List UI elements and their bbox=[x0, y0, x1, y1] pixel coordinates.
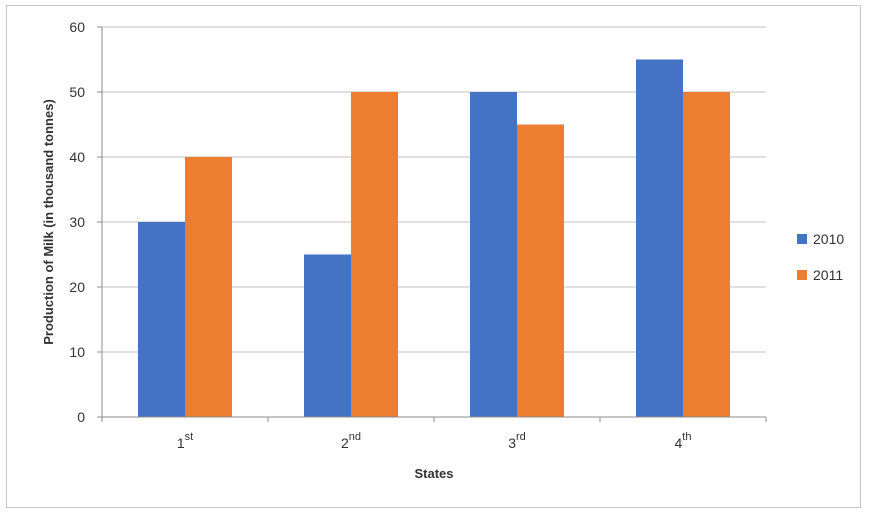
bar-2010-1st bbox=[138, 222, 185, 417]
y-tick-label: 10 bbox=[69, 344, 85, 360]
bar-2011-4th bbox=[683, 92, 730, 417]
x-tick-label: 4th bbox=[675, 431, 692, 451]
legend-swatch-2010 bbox=[797, 234, 807, 244]
bar-2010-4th bbox=[636, 59, 683, 417]
bar-2011-1st bbox=[185, 157, 232, 417]
x-tick-label: 2nd bbox=[341, 431, 361, 451]
axes bbox=[97, 26, 767, 422]
x-axis-title: States bbox=[414, 466, 453, 481]
y-tick-label: 30 bbox=[69, 214, 85, 230]
y-tick-label: 40 bbox=[69, 149, 85, 165]
bar-2010-3rd bbox=[470, 92, 517, 417]
legend-label-2010: 2010 bbox=[813, 231, 844, 247]
y-tick-label: 60 bbox=[69, 19, 85, 35]
tick-labels: 0 10 20 30 40 50 60 1st 2nd 3rd 4th bbox=[69, 19, 691, 451]
y-tick-label: 50 bbox=[69, 84, 85, 100]
legend: 2010 2011 bbox=[797, 231, 844, 283]
y-tick-label: 0 bbox=[77, 409, 85, 425]
legend-label-2011: 2011 bbox=[813, 267, 843, 283]
bar-2010-2nd bbox=[304, 254, 351, 417]
x-tick-label: 1st bbox=[177, 431, 193, 451]
bar-2011-2nd bbox=[351, 92, 398, 417]
x-tick-label: 3rd bbox=[508, 431, 526, 451]
bar-2011-3rd bbox=[517, 124, 564, 417]
y-axis-title: Production of Milk (in thousand tonnes) bbox=[41, 99, 56, 345]
bars bbox=[138, 59, 730, 417]
legend-swatch-2011 bbox=[797, 270, 807, 280]
y-tick-label: 20 bbox=[69, 279, 85, 295]
